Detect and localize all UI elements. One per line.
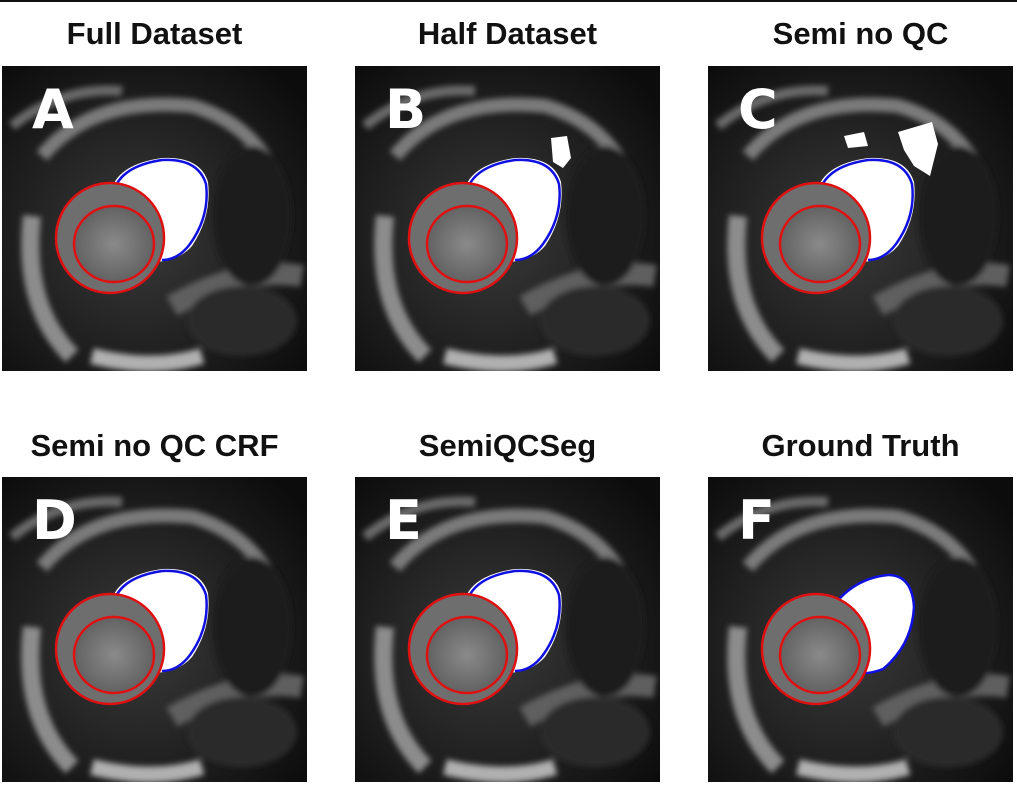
panel-letter: F <box>738 489 775 552</box>
epicardium-contour <box>760 181 872 295</box>
cardiac-mri-image: C <box>708 66 1013 371</box>
panel-letter: C <box>738 78 778 141</box>
endocardium-contour <box>778 204 862 284</box>
cardiac-mri-image: E <box>355 477 660 782</box>
right-ventricle-contour <box>465 158 561 262</box>
left-ventricle-segmentation <box>409 183 517 293</box>
right-ventricle-contour <box>824 573 916 675</box>
right-ventricle-contour <box>112 569 208 673</box>
cardiac-mri-image: B <box>355 66 660 371</box>
right-ventricle-contour <box>818 158 914 262</box>
panel-letter: D <box>32 489 77 552</box>
epicardium-contour <box>54 592 166 706</box>
cardiac-mri-image: D <box>2 477 307 782</box>
right-ventricle-contour <box>112 158 208 262</box>
endocardium-contour <box>778 615 862 695</box>
cardiac-mri-image: F <box>708 477 1013 782</box>
panel-letter: E <box>385 489 422 552</box>
panel-letter: A <box>32 78 74 141</box>
panel-title: SemiQCSeg <box>418 428 597 463</box>
panel-title: Semi no QC CRF <box>30 428 279 463</box>
endocardium-contour <box>425 204 509 284</box>
right-ventricle-contour <box>465 569 561 673</box>
epicardium-contour <box>54 181 166 295</box>
left-ventricle-segmentation <box>762 594 870 704</box>
panel-title: Full Dataset <box>66 16 243 51</box>
epicardium-contour <box>407 181 519 295</box>
top-rule <box>0 0 1017 2</box>
left-ventricle-segmentation <box>762 183 870 293</box>
endocardium-contour <box>425 615 509 695</box>
panel-title: Semi no QC <box>772 16 949 51</box>
endocardium-contour <box>72 204 156 284</box>
left-ventricle-segmentation <box>56 594 164 704</box>
endocardium-contour <box>72 615 156 695</box>
left-ventricle-segmentation <box>56 183 164 293</box>
mri-background <box>2 477 307 782</box>
epicardium-contour <box>760 592 872 706</box>
panel-title: Half Dataset <box>417 16 598 51</box>
left-ventricle-segmentation <box>409 594 517 704</box>
panel-title: Ground Truth <box>761 428 960 463</box>
cardiac-mri-image: A <box>2 66 307 371</box>
epicardium-contour <box>407 592 519 706</box>
panel-letter: B <box>385 78 426 141</box>
